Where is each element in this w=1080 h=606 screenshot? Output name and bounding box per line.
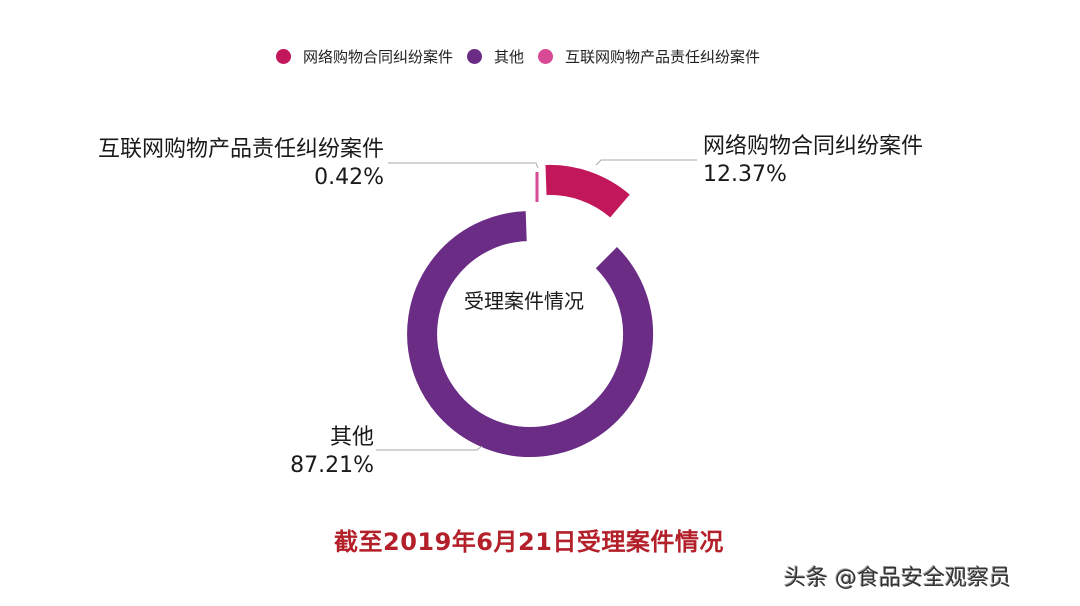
chart-legend: 网络购物合同纠纷案件 其他 互联网购物产品责任纠纷案件 [276,44,774,68]
legend-dot-icon [538,48,554,64]
chart-title: 截至2019年6月21日受理案件情况 [334,528,724,556]
legend-dot-icon [276,48,291,64]
leader-line-contract [595,159,697,166]
legend-item-product-liability[interactable]: 互联网购物产品责任纠纷案件 [538,46,760,67]
legend-item-contract[interactable]: 网络购物合同纠纷案件 [276,46,453,67]
slice-other[interactable] [407,211,654,458]
leader-line-product-liability [388,162,539,169]
slice-contract[interactable] [545,164,630,218]
legend-label: 网络购物合同纠纷案件 [303,47,454,66]
label-other: 其他 87.21% [286,424,374,480]
label-contract: 网络购物合同纠纷案件 12.37% [703,133,923,189]
label-pct: 0.42% [314,165,384,190]
watermark: 头条 @食品安全观察员 [784,566,1011,591]
leader-line-other [376,445,483,451]
label-pct: 87.21% [290,453,374,478]
label-name: 其他 [329,425,374,450]
label-name: 互联网购物产品责任纠纷案件 [97,137,384,162]
legend-item-other[interactable]: 其他 [467,46,524,67]
legend-dot-icon [467,48,483,64]
donut-center-title: 受理案件情况 [464,289,584,313]
legend-label: 其他 [494,47,525,66]
label-name: 网络购物合同纠纷案件 [703,134,924,159]
label-pct: 12.37% [703,162,787,187]
label-product-liability: 互联网购物产品责任纠纷案件 0.42% [58,136,384,192]
legend-label: 互联网购物产品责任纠纷案件 [565,47,761,66]
